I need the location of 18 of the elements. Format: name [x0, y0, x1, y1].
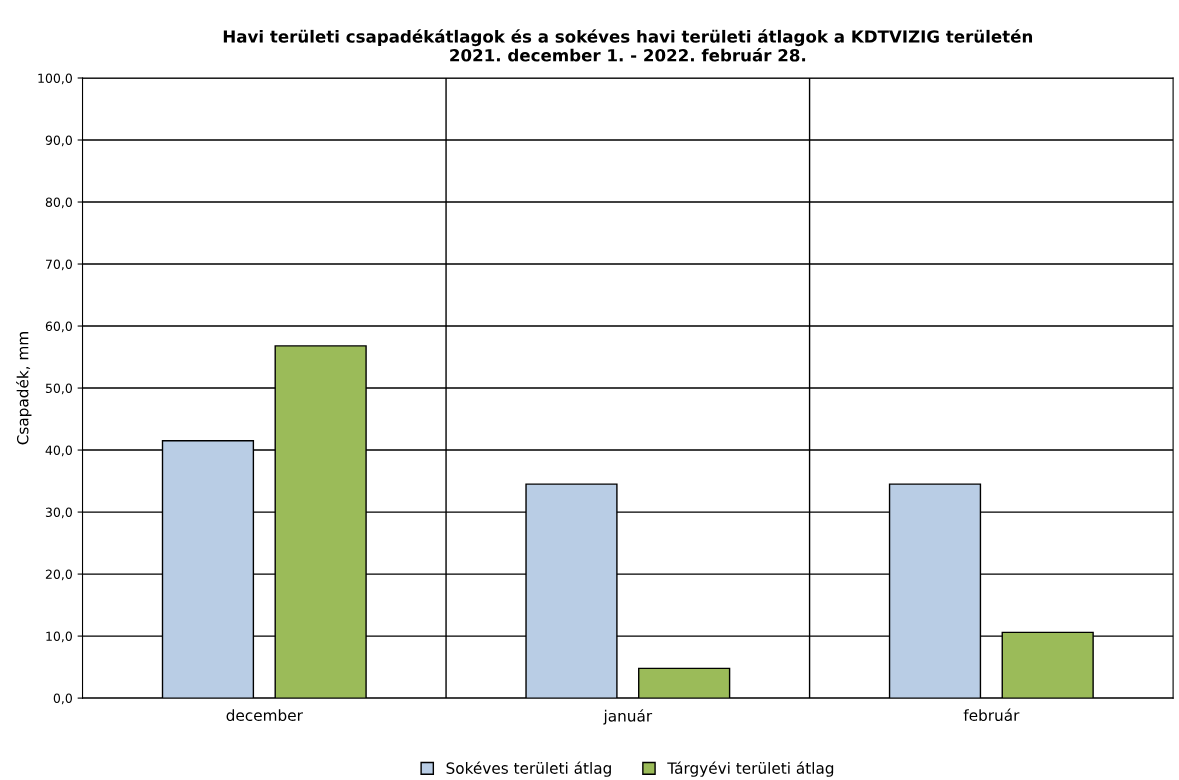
y-tick-label: 100,0	[38, 73, 72, 85]
y-tick-label: 50,0	[45, 383, 72, 395]
y-tick-label: 30,0	[45, 507, 72, 519]
y-tick-label: 0,0	[53, 693, 72, 705]
x-tick-label: december	[226, 709, 303, 722]
y-tick-label: 40,0	[45, 445, 72, 457]
y-tick-label: 90,0	[45, 135, 72, 147]
x-tick-label: február	[963, 708, 1020, 722]
legend-label: Sokéves területi átlag	[446, 761, 611, 777]
y-tick-label: 20,0	[45, 569, 72, 581]
y-tick-label: 10,0	[46, 631, 72, 643]
y-axis-title: Csapadék, mm	[16, 332, 32, 445]
y-tick-label: 80,0	[45, 197, 72, 209]
x-tick-label: január	[603, 709, 653, 725]
chart-title: Havi területi csapadékátlagok és a sokéves havi területi átlagok a KDTVIZIG területén 2021. december 1. - 2022. február 28.	[223, 29, 1033, 62]
y-tick-label: 70,0	[46, 259, 72, 271]
legend-label: Tárgyévi területi átlag	[667, 761, 834, 777]
y-tick-label: 60,0	[45, 321, 72, 333]
